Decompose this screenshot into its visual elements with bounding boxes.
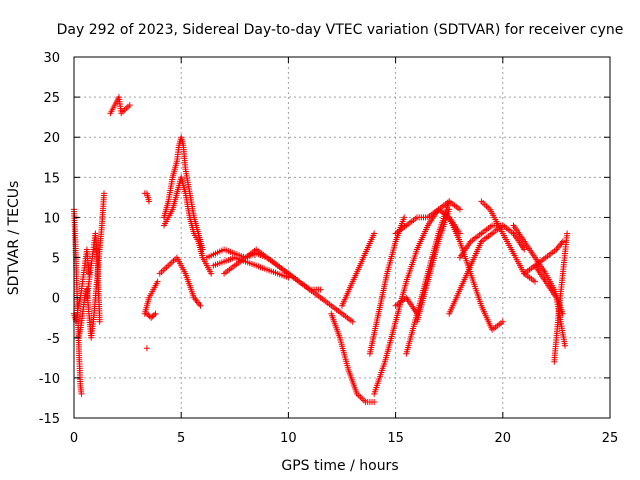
series-track-27	[478, 198, 538, 285]
data-point	[126, 102, 133, 109]
series-track-22	[392, 294, 420, 317]
series-track-16	[328, 310, 378, 405]
series-track-05	[107, 94, 133, 117]
y-tick-label: -10	[39, 372, 60, 387]
data-point	[86, 270, 92, 277]
x-tick-label: 5	[177, 431, 185, 446]
data-point	[317, 286, 324, 293]
series-track-08	[141, 278, 161, 317]
x-tick-label: 25	[602, 431, 619, 446]
data-point	[401, 214, 408, 221]
data-point	[152, 310, 159, 317]
y-tick-label: -5	[47, 332, 60, 347]
plot-frame	[73, 56, 611, 419]
y-tick-label: -15	[39, 412, 60, 427]
x-tick-label: 0	[70, 431, 78, 446]
data-point	[371, 230, 378, 237]
data-point	[151, 312, 157, 318]
data-point	[521, 246, 528, 253]
y-tick-label: 5	[52, 252, 60, 267]
data-point	[143, 345, 150, 352]
data-point	[564, 230, 571, 237]
series-track-15	[221, 250, 324, 293]
data-point	[562, 342, 568, 349]
y-axis-title: SDTVAR / TECUs	[6, 181, 22, 296]
data-point	[532, 278, 538, 285]
data-point	[149, 313, 156, 320]
data-point	[499, 318, 506, 325]
y-tick-label: 30	[43, 51, 60, 66]
x-tick-label: 20	[495, 431, 512, 446]
data-point	[145, 312, 152, 318]
ticks-layer: 0 5 10 15 20 25 -15 -10 -5 0 5 10 15 20 25 30	[39, 51, 619, 446]
series-track-19	[371, 198, 463, 397]
chart-title: Day 292 of 2023, Sidereal Day-to-day VTE…	[57, 22, 624, 38]
series-track-14	[210, 254, 292, 281]
data-point	[446, 198, 453, 205]
series-track-17	[339, 230, 378, 309]
x-axis-title: GPS time / hours	[281, 458, 398, 474]
data-point	[101, 190, 107, 197]
data-point	[143, 310, 150, 317]
data-point	[559, 238, 566, 245]
y-tick-label: 0	[52, 292, 60, 307]
series-track-23	[414, 206, 453, 325]
y-tick-label: 25	[43, 91, 60, 106]
series-track-04	[83, 230, 103, 325]
series-track-11	[161, 174, 215, 277]
data-point	[148, 314, 155, 321]
data-point	[197, 302, 204, 309]
series-track-06	[141, 190, 152, 205]
data-point	[208, 270, 215, 277]
data-point	[456, 206, 463, 213]
y-tick-label: 20	[43, 131, 60, 146]
x-tick-label: 10	[280, 431, 297, 446]
data-point	[349, 318, 356, 325]
series-track-18	[366, 214, 408, 357]
grid-layer	[74, 57, 610, 418]
data-layer	[71, 94, 571, 405]
data-point	[154, 278, 161, 285]
data-point	[78, 390, 85, 397]
data-point	[96, 318, 103, 325]
data-point	[446, 206, 453, 213]
series-track-12	[156, 254, 204, 309]
x-tick-label: 15	[387, 431, 404, 446]
series-track-30	[532, 262, 568, 349]
series-track-02	[71, 246, 92, 325]
y-tick-label: 10	[43, 211, 60, 226]
data-point	[146, 198, 152, 205]
series-track-31	[551, 230, 571, 365]
data-point	[371, 399, 378, 405]
series-track-29	[521, 238, 566, 277]
series-track-09	[143, 310, 159, 321]
y-tick-label: 15	[43, 171, 60, 186]
series-track-07	[143, 345, 150, 352]
